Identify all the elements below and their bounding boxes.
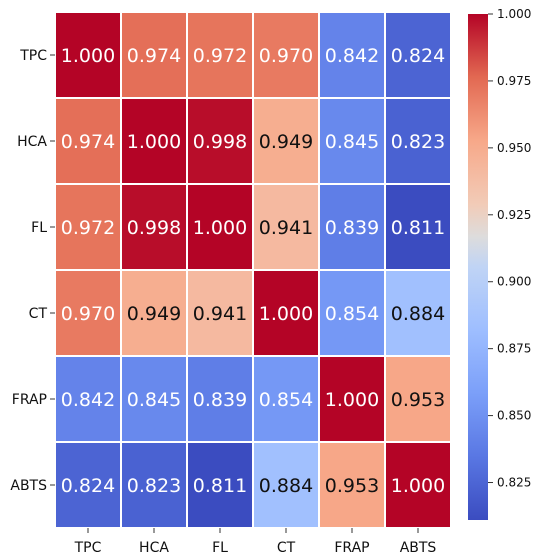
heatmap-cell-TPC-ABTS: [384, 11, 452, 99]
cell-value-label: 0.972: [61, 217, 115, 239]
colorbar-tick-label: 0.925: [497, 208, 531, 222]
y-tick-label-ABTS: ABTS: [10, 478, 47, 494]
colorbar-tick-label: 0.900: [497, 275, 531, 289]
cell-value-label: 1.000: [127, 131, 181, 153]
cell-value-label: 0.974: [61, 131, 115, 153]
y-tick-label-CT: CT: [29, 306, 48, 322]
cell-value-label: 0.998: [193, 131, 247, 153]
heatmap-cell-CT-FRAP: [318, 269, 386, 357]
cell-value-label: 0.842: [325, 45, 379, 67]
x-tick-label-FRAP: FRAP: [334, 540, 369, 553]
cell-value-label: 1.000: [259, 303, 313, 325]
colorbar-tick-label: 0.825: [497, 476, 531, 490]
cell-value-label: 0.824: [391, 45, 445, 67]
cell-value-label: 0.953: [325, 475, 379, 497]
heatmap-cell-HCA-ABTS: [384, 97, 452, 185]
cell-value-label: 0.854: [259, 389, 313, 411]
cell-value-label: 0.998: [127, 217, 181, 239]
cell-value-label: 0.949: [259, 131, 313, 153]
cell-value-label: 0.845: [325, 131, 379, 153]
x-tick-label-HCA: HCA: [139, 540, 169, 553]
heatmap-cell-CT-HCA: [120, 269, 188, 357]
colorbar-gradient: [468, 14, 488, 520]
cell-value-label: 0.823: [127, 475, 181, 497]
heatmap-cell-FL-ABTS: [384, 183, 452, 271]
cell-value-label: 0.839: [193, 389, 247, 411]
cell-value-label: 0.884: [259, 475, 313, 497]
heatmap-cell-CT-CT: [252, 269, 320, 357]
heatmap-cell-FRAP-CT: [252, 355, 320, 443]
heatmap-cell-CT-FL: [186, 269, 254, 357]
heatmap-cell-FL-FRAP: [318, 183, 386, 271]
heatmap-cell-HCA-HCA: [120, 97, 188, 185]
cell-value-label: 0.974: [127, 45, 181, 67]
cell-value-label: 1.000: [193, 217, 247, 239]
colorbar-tick-label: 0.875: [497, 342, 531, 356]
cell-value-label: 1.000: [325, 389, 379, 411]
cell-value-label: 1.000: [391, 475, 445, 497]
cell-value-label: 0.842: [61, 389, 115, 411]
heatmap-cell-ABTS-ABTS: [384, 441, 452, 529]
cell-value-label: 1.000: [61, 45, 115, 67]
cell-value-label: 0.854: [325, 303, 379, 325]
y-axis-tick-labels: TPC HCA FL CT FRAP ABTS: [10, 48, 55, 494]
cell-value-label: 0.884: [391, 303, 445, 325]
cell-value-label: 0.811: [193, 475, 247, 497]
cell-value-label: 0.823: [391, 131, 445, 153]
colorbar-tick-label: 1.000: [497, 7, 531, 21]
heatmap-cell-FRAP-FRAP: [318, 355, 386, 443]
cell-value-label: 0.839: [325, 217, 379, 239]
cell-value-label: 0.949: [127, 303, 181, 325]
heatmap-cell-CT-TPC: [54, 269, 122, 357]
x-tick-label-ABTS: ABTS: [400, 540, 437, 553]
colorbar-tick-label: 0.850: [497, 409, 531, 423]
x-tick-label-CT: CT: [277, 540, 296, 553]
cell-value-label: 0.970: [259, 45, 313, 67]
heatmap-cell-ABTS-TPC: [54, 441, 122, 529]
y-tick-label-HCA: HCA: [17, 134, 47, 150]
x-tick-label-FL: FL: [212, 540, 228, 553]
colorbar: 1.000 0.975 0.950 0.925 0.900 0.875 0.850 0.825: [468, 7, 531, 520]
heatmap-cells: 1.000 0.974 0.972 0.970 0.842 0.824 0.974 1.000…: [54, 11, 452, 529]
colorbar-tick-label: 0.975: [497, 74, 531, 88]
heatmap-cell-FRAP-ABTS: [384, 355, 452, 443]
heatmap-cell-TPC-HCA: [120, 11, 188, 99]
y-tick-label-FL: FL: [31, 220, 47, 236]
heatmap-cell-FL-CT: [252, 183, 320, 271]
heatmap-cell-FL-HCA: [120, 183, 188, 271]
cell-value-label: 0.972: [193, 45, 247, 67]
cell-value-label: 0.811: [391, 217, 445, 239]
cell-value-label: 0.845: [127, 389, 181, 411]
colorbar-tick-label: 0.950: [497, 141, 531, 155]
y-tick-label-TPC: TPC: [19, 48, 47, 64]
y-tick-label-FRAP: FRAP: [12, 392, 47, 408]
heatmap-cell-CT-ABTS: [384, 269, 452, 357]
heatmap-cell-HCA-CT: [252, 97, 320, 185]
heatmap-cell-FRAP-FL: [186, 355, 254, 443]
cell-value-label: 0.953: [391, 389, 445, 411]
cell-value-label: 0.970: [61, 303, 115, 325]
x-axis-tick-labels: TPC HCA FL CT FRAP ABTS: [74, 528, 437, 553]
cell-value-label: 0.824: [61, 475, 115, 497]
cell-value-label: 0.941: [259, 217, 313, 239]
x-tick-label-TPC: TPC: [74, 540, 102, 553]
cell-value-label: 0.941: [193, 303, 247, 325]
